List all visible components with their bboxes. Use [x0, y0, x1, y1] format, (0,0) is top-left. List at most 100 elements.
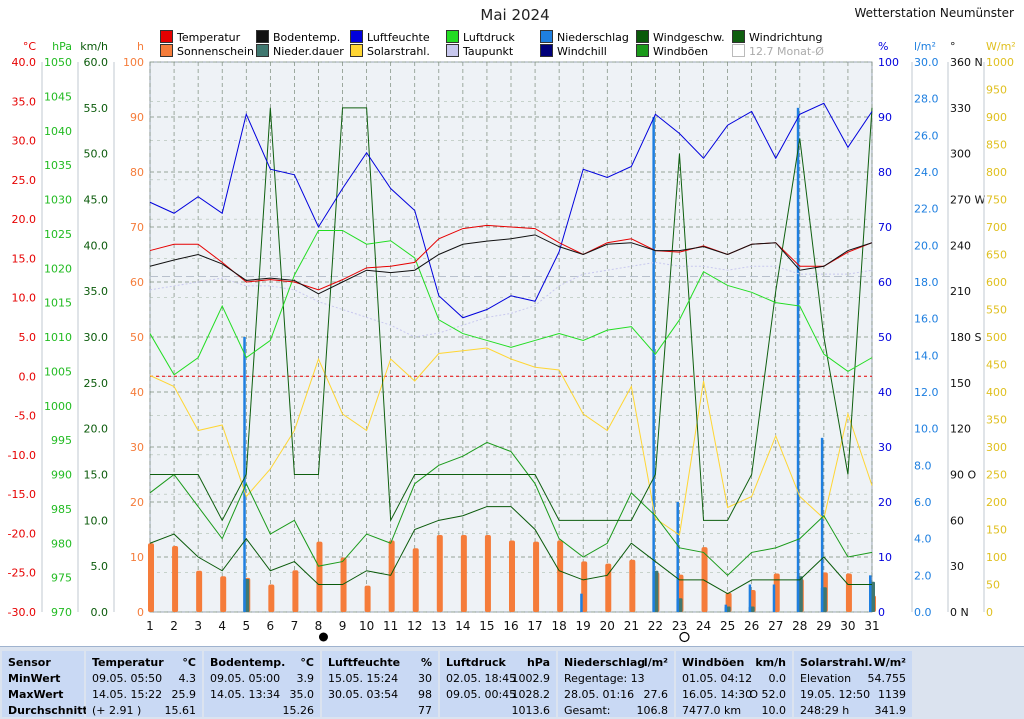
direction-axis-tick: 30: [950, 560, 964, 573]
direction-axis-tick: 150: [950, 377, 971, 390]
stats-windboeen-unit: km/h: [755, 656, 786, 669]
wind-gust-line: [149, 441, 873, 577]
x-tick-label: 5: [242, 619, 250, 633]
x-tick-label: 1: [146, 619, 154, 633]
x-tick-label: 11: [383, 619, 398, 633]
weather-chart: 40.035.030.025.020.015.010.05.00.0-5.0-1…: [8, 40, 1016, 643]
temp-axis-tick: 20.0: [12, 213, 37, 226]
direction-axis-tick: 240: [950, 239, 971, 252]
x-tick-label: 14: [455, 619, 470, 633]
x-tick-label: 3: [194, 619, 202, 633]
pressure-axis-tick: 1000: [44, 400, 72, 413]
stats-sensor-block: Sensor MinWert MaxWert Durchschnitt: [2, 651, 88, 717]
wind-axis-tick: 55.0: [84, 102, 109, 115]
legend-item: Windböen: [636, 44, 708, 58]
stats-solar-block: Solarstrahl. W/m² Elevation 54.755 19.05. 12…: [794, 651, 912, 717]
stats-windboeen-row-value: 10.0: [761, 704, 787, 717]
wind-axis-tick: 60.0: [84, 56, 109, 69]
temp-axis-tick: -15.0: [8, 488, 36, 501]
stats-bodentemp-row-value: 15.26: [282, 704, 315, 717]
wind-axis-tick: 5.0: [91, 560, 109, 573]
x-tick-label: 31: [864, 619, 879, 633]
stats-luftdruck-header: Luftdruck: [446, 656, 506, 669]
precipitation-bar: [748, 584, 752, 612]
soil-temp-line: [149, 234, 873, 295]
sunshine-bar: [509, 540, 515, 612]
sunshine-bar: [484, 535, 491, 612]
stats-temperatur-header: Temperatur: [92, 656, 164, 669]
legend-item: Bodentemp.: [256, 30, 340, 44]
x-tick-label: 21: [624, 619, 639, 633]
wind-axis-tick: 25.0: [84, 377, 109, 390]
solar-axis-tick: 350: [986, 414, 1007, 427]
legend-label: Windchill: [557, 45, 607, 58]
pressure-axis-tick: 985: [51, 503, 72, 516]
stats-luftdruck-unit: hPa: [526, 656, 550, 669]
x-tick-label: 9: [339, 619, 347, 633]
stats-luftdruck-row-label: 09.05. 00:45: [446, 688, 517, 701]
solar-axis-tick: 450: [986, 359, 1007, 372]
sun-axis-tick: 70: [130, 221, 144, 234]
wind-axis-unit: km/h: [80, 40, 108, 53]
legend-label: Nieder.dauer: [273, 45, 344, 58]
x-tick-label: 6: [267, 619, 275, 633]
pressure-axis-tick: 1040: [44, 125, 72, 138]
stats-bodentemp-row-value: 35.0: [289, 688, 315, 701]
stats-temperatur-block: Temperatur °C 09.05. 05:50 4.3 14.05. 15:22 2…: [86, 651, 202, 717]
x-tick-label: 30: [840, 619, 855, 633]
rain-axis-tick: 4.0: [914, 533, 932, 546]
solar-axis-tick: 1000: [986, 56, 1014, 69]
stats-windboeen-row-label: 16.05. 14:30: [682, 688, 753, 701]
legend-swatch: [350, 30, 363, 43]
stats-luftfeuchte-unit: %: [420, 656, 432, 669]
stats-niederschlag-row-value: 27.6: [643, 688, 669, 701]
sun-axis-tick: 50: [130, 331, 144, 344]
wind-axis-tick: 30.0: [84, 331, 109, 344]
x-tick-label: 13: [431, 619, 446, 633]
legend-item: Taupunkt: [446, 44, 513, 58]
temp-axis-tick: 10.0: [12, 292, 37, 305]
sunshine-bar: [316, 541, 323, 612]
direction-axis-tick: 300: [950, 148, 971, 161]
pressure-axis-tick: 990: [51, 469, 72, 482]
legend-swatch: [160, 44, 173, 57]
stats-bodentemp-row-value: 3.9: [296, 672, 315, 685]
temp-axis-tick: -25.0: [8, 567, 36, 580]
legend-label: Luftdruck: [463, 31, 515, 44]
stats-niederschlag-row-label: Regentage: 13: [564, 672, 645, 685]
stats-temperatur-row-value: 25.9: [171, 688, 197, 701]
stats-solar-row-label: 248:29 h: [800, 704, 850, 717]
rain-axis-tick: 8.0: [914, 459, 932, 472]
sun-axis-tick: 10: [130, 551, 144, 564]
humidity-axis-tick: 90: [878, 111, 892, 124]
solar-axis-tick: 300: [986, 441, 1007, 454]
stats-niederschlag-header: Niederschlag: [564, 656, 646, 669]
sunshine-bar: [388, 540, 395, 612]
pressure-axis-tick: 970: [51, 606, 72, 619]
legend-item: Windchill: [540, 44, 607, 58]
stats-bodentemp-row-label: 09.05. 05:00: [210, 672, 281, 685]
precipitation-bar: [772, 584, 776, 612]
x-tick-label: 7: [291, 619, 299, 633]
stats-solar-row-value: 54.755: [867, 672, 907, 685]
stats-luftdruck-row-value: 1013.6: [511, 704, 551, 717]
stats-bodentemp-unit: °C: [300, 656, 314, 669]
legend-item: Temperatur: [160, 30, 240, 44]
wind-speed-line: [149, 506, 872, 595]
legend-swatch: [636, 44, 649, 57]
sunshine-bar: [364, 585, 371, 612]
rain-axis-tick: 0.0: [914, 606, 932, 619]
solar-axis-tick: 200: [986, 496, 1007, 509]
stats-windboeen-block: Windböen km/h 01.05. 04:12 0.0 16.05. 14:30 O…: [676, 651, 792, 717]
temp-axis-tick: 35.0: [12, 95, 37, 108]
wind-axis-tick: 15.0: [84, 469, 109, 482]
rain-axis-tick: 18.0: [914, 276, 939, 289]
wind-axis-tick: 0.0: [91, 606, 109, 619]
direction-axis-tick: 180 S: [950, 331, 981, 344]
stats-niederschlag-row-value: 106.8: [636, 704, 669, 717]
sunshine-bar: [196, 570, 203, 612]
humidity-axis-tick: 50: [878, 331, 892, 344]
legend-label: Luftfeuchte: [367, 31, 430, 44]
legend-item: Sonnenschein: [160, 44, 254, 58]
sunshine-bar: [533, 541, 540, 612]
